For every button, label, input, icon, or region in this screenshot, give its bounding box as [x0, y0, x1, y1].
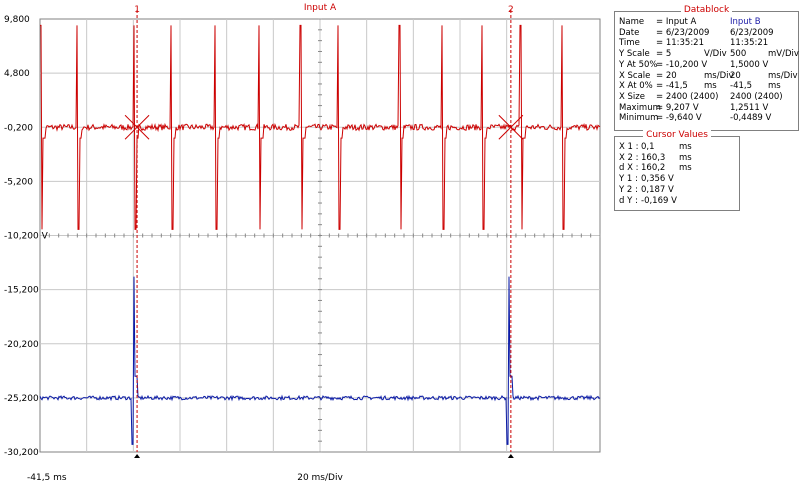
y-tick-label: -15,200 — [4, 286, 39, 296]
cursor-value-row: Y 1 :0,356 V — [619, 174, 737, 184]
datablock-value-b: Input B — [730, 17, 761, 27]
y-tick-label: -25,200 — [4, 394, 39, 404]
cursor-value-row: X 1 :0,1 ms — [619, 142, 737, 152]
datablock-row: Name = Input A Input B — [619, 17, 796, 27]
datablock-unit-a: ms/Div — [704, 70, 734, 81]
cursor-label-1: 1 — [134, 5, 140, 15]
datablock-value-b: 11:35:21 — [730, 38, 769, 49]
datablock-value-b: -41,5 — [730, 81, 752, 92]
cursor-label-2: 2 — [508, 5, 514, 15]
datablock-value-a: = 2400 (2400) — [656, 91, 719, 102]
cursor-value: 0,187 V — [641, 184, 674, 195]
chart-grid — [39, 18, 601, 453]
datablock-row-label: Name — [619, 17, 645, 27]
cursor-value-row: d Y : -0,169 V — [619, 196, 737, 206]
datablock-value-b: 1,2511 V — [730, 102, 769, 113]
chart-traces — [39, 24, 601, 445]
y-tick-label: 9,800 — [4, 15, 30, 25]
chart-title: Input A — [304, 3, 337, 13]
datablock-row-label: Minimum — [619, 113, 659, 124]
cursor-value-label: d Y : — [619, 195, 638, 206]
x-scale-label: 20 ms/Div — [297, 473, 343, 483]
datablock-unit-b: mV/Div — [768, 49, 799, 60]
datablock-panel: Datablock Name = Input A Input B Date = 6/23… — [614, 5, 799, 131]
datablock-value-b: 2400 (2400) — [730, 91, 783, 102]
cursor-values-panel: Cursor Values X 1 :0,1 ms X 2 :160,3 ms d X … — [614, 130, 740, 211]
cursor-value: -0,169 V — [641, 195, 677, 206]
datablock-value-a: = 5 — [656, 49, 672, 60]
datablock-value-b: -0,4489 V — [730, 113, 772, 124]
datablock-row: X Scale = 20 ms/Div 20 ms/Div — [619, 70, 798, 81]
channel-b-trace — [39, 276, 601, 445]
datablock-unit-b: ms/Div — [768, 70, 798, 81]
cursor-handle-1 — [134, 454, 141, 458]
cursor-values-title: Cursor Values — [615, 130, 739, 140]
datablock-row-label: Time — [619, 38, 640, 49]
datablock-row-label: Y Scale — [619, 49, 650, 60]
datablock-row: Minimum = -9,640 V -0,4489 V — [619, 113, 796, 123]
cursor-value-label: Y 1 : — [619, 174, 638, 185]
datablock-value-b: 500 — [730, 49, 747, 60]
datablock-unit-a: V/Div — [704, 49, 727, 60]
x-start-label: -41,5 ms — [27, 473, 67, 483]
datablock-row: Y At 50% = -10,200 V 1,5000 V — [619, 60, 796, 70]
cursor-value-row: d X :160,2 ms — [619, 163, 737, 173]
datablock-row: Y Scale = 5 V/Div 500 mV/Div — [619, 49, 799, 60]
datablock-row: Maximum = 9,207 V 1,2511 V — [619, 103, 796, 113]
datablock-row: X At 0% = -41,5 ms -41,5 ms — [619, 81, 796, 91]
datablock-value-a: = -9,640 V — [656, 113, 702, 124]
datablock-value-a: = -41,5 — [656, 81, 688, 92]
cursor-value: 160,3 — [641, 152, 666, 163]
datablock-value-a: = -10,200 V — [656, 59, 708, 70]
y-tick-label: -0,200 — [4, 123, 33, 133]
channel-a-trace — [40, 24, 601, 230]
y-tick-label: -10,200 V — [4, 232, 49, 242]
datablock-unit-a: ms — [704, 81, 717, 92]
datablock-value-a: = 6/23/2009 — [656, 27, 710, 38]
cursor-value: 160,2 — [641, 163, 666, 174]
datablock-row-label: X At 0% — [619, 81, 653, 92]
cursor-marker — [498, 114, 524, 140]
datablock-row: Time = 11:35:21 11:35:21 — [619, 38, 796, 48]
cursor-value-label: X 1 : — [619, 142, 639, 152]
cursor-handle-2 — [507, 454, 514, 458]
datablock-unit-b: ms — [768, 81, 781, 92]
cursor-value-unit: ms — [679, 163, 692, 174]
cursor-value-row: X 2 :160,3 ms — [619, 153, 737, 163]
datablock-row-label: X Scale — [619, 70, 651, 81]
datablock-value-a: = 20 — [656, 70, 677, 81]
cursor-value-label: X 2 : — [619, 152, 639, 163]
datablock-row-label: X Size — [619, 91, 645, 102]
datablock-value-a: = 11:35:21 — [656, 38, 704, 49]
datablock-value-b: 20 — [730, 70, 741, 81]
y-axis-labels: 9,800 4,800 -0,200 -5,200 -10,200 V -15,200 -2… — [4, 15, 49, 458]
datablock-row-label: Date — [619, 27, 640, 38]
y-tick-label: -5,200 — [4, 177, 33, 187]
datablock-row-label: Maximum — [619, 102, 661, 113]
cursor-value-row: Y 2 :0,187 V — [619, 185, 737, 195]
datablock-row-label: Y At 50% — [619, 59, 658, 70]
datablock-value-b: 6/23/2009 — [730, 27, 774, 38]
cursor-value-unit: ms — [679, 142, 692, 152]
datablock-value-a: = 9,207 V — [656, 102, 699, 113]
cursor-value-unit: ms — [679, 152, 692, 163]
y-tick-label: 4,800 — [4, 69, 30, 79]
cursor-value-label: Y 2 : — [619, 184, 638, 195]
cursor-marker — [124, 114, 150, 140]
datablock-row: Date = 6/23/2009 6/23/2009 — [619, 28, 796, 38]
y-tick-label: -20,200 — [4, 340, 39, 350]
cursor-value-label: d X : — [619, 163, 639, 174]
y-tick-label: -30,200 — [4, 448, 39, 458]
cursor-value: 0,356 V — [641, 174, 674, 185]
datablock-title: Datablock — [615, 5, 798, 15]
datablock-row: X Size = 2400 (2400) 2400 (2400) — [619, 92, 796, 102]
datablock-value-b: 1,5000 V — [730, 59, 769, 70]
cursor-value: 0,1 — [641, 142, 655, 152]
datablock-value-a: = Input A — [656, 17, 697, 27]
